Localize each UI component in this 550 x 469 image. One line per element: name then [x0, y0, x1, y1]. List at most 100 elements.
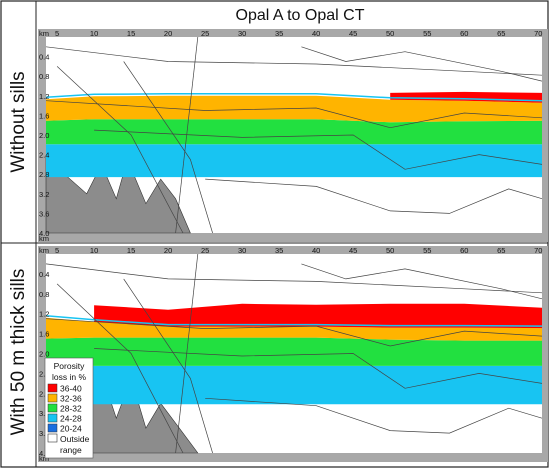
y-unit-label: km: [39, 234, 49, 243]
row-label-without-sills: Without sills: [8, 71, 29, 172]
y-tick-label: 2.0: [39, 131, 49, 140]
horizon-line: [94, 348, 543, 389]
y-tick-label: 0.4: [39, 270, 49, 279]
legend-label: 20-24: [60, 424, 82, 434]
x-tick-label: 15: [127, 29, 135, 38]
row-label-with-sills: With 50 m thick sills: [8, 269, 29, 436]
horizon-line: [205, 397, 543, 434]
y-tick-label: 2.4: [39, 151, 49, 160]
x-tick-label: 35: [275, 246, 283, 255]
x-tick-label: 10: [90, 29, 98, 38]
legend-swatch-outside: [47, 433, 58, 443]
panel-without-sills: 5 10 15 20 25 30 35 40 45 50 55 60 65 70 km 0.4 0.8 1.2 1.…: [38, 29, 548, 243]
x-tick-label: 30: [238, 29, 246, 38]
horizon-line: [205, 178, 543, 214]
legend-title-line1: Porosity: [54, 361, 85, 371]
y-tick-label: 0.8: [39, 290, 49, 299]
y-tick-label: 1.6: [39, 111, 49, 120]
y-tick-label: 3.6: [39, 429, 49, 438]
y-tick-label: 4.0: [39, 229, 49, 238]
horizon-line: [123, 278, 213, 454]
y-tick-label: 0.4: [39, 53, 49, 62]
legend-title-line2: loss in %: [52, 372, 86, 382]
band-32-36: [46, 95, 542, 123]
x-tick-label: 60: [460, 246, 468, 255]
x-tick-label: 5: [55, 29, 59, 38]
basement-wedge: [45, 156, 191, 234]
legend-label-outside-line2: range: [60, 445, 82, 455]
legend-label: 32-36: [60, 394, 82, 404]
x-tick-label: 50: [386, 29, 394, 38]
x-tick-label: 20: [164, 29, 172, 38]
x-tick-label: 55: [423, 29, 431, 38]
band-28-32: [46, 119, 542, 145]
x-unit-label: km: [39, 246, 49, 255]
legend-swatch: [47, 383, 58, 393]
horizon-line: [45, 100, 543, 129]
y-tick-label: 0.8: [39, 72, 49, 81]
x-tick-label: 65: [497, 29, 505, 38]
band-24-28: [46, 144, 542, 178]
x-tick-label: 50: [386, 246, 394, 255]
band-rim: [45, 314, 543, 327]
y-tick-label: 1.6: [39, 330, 49, 339]
y-tick-label: 2.8: [39, 170, 49, 179]
x-tick-label: 40: [312, 29, 320, 38]
horizon-line: [123, 61, 213, 234]
band-36-40: [94, 303, 542, 329]
x-tick-label: 70: [534, 29, 542, 38]
legend-label: 36-40: [60, 384, 82, 394]
band-28-32: [46, 337, 542, 366]
legend-swatch: [47, 423, 58, 433]
legend-swatch: [47, 393, 58, 403]
figure-title: Opal A to Opal CT: [236, 7, 365, 24]
horizon-line: [45, 263, 543, 294]
band-32-36: [46, 317, 542, 341]
legend: Porosity loss in % 36-4032-3628-3224-282…: [44, 357, 94, 459]
horizon-line: [45, 46, 543, 76]
y-tick-label: 1.2: [39, 310, 49, 319]
legend-swatch: [47, 403, 58, 413]
x-tick-label: 30: [238, 246, 246, 255]
y-tick-label: 3.6: [39, 209, 49, 218]
legend-label-outside-line1: Outside: [60, 434, 90, 444]
legend-swatch: [47, 413, 58, 423]
horizon-line: [56, 283, 184, 454]
x-tick-label: 65: [497, 246, 505, 255]
horizon-line: [45, 318, 543, 347]
y-tick-label: 2.8: [39, 389, 49, 398]
y-tick-label: 4.0: [39, 449, 49, 458]
horizon-line: [175, 36, 199, 234]
horizon-line: [301, 263, 543, 300]
legend-label: 28-32: [60, 404, 82, 414]
horizon-line: [301, 46, 543, 82]
y-unit-label: km: [39, 454, 49, 463]
band-24-28: [46, 365, 542, 405]
x-tick-label: 45: [349, 29, 357, 38]
x-tick-label: 60: [460, 29, 468, 38]
x-tick-label: 20: [164, 246, 172, 255]
horizon-line: [94, 129, 543, 170]
x-tick-label: 45: [349, 246, 357, 255]
y-tick-label: 3.2: [39, 409, 49, 418]
x-unit-label: km: [39, 29, 49, 38]
x-tick-label: 25: [201, 29, 209, 38]
horizon-line: [56, 66, 184, 234]
panel-with-sills: 5 10 15 20 25 30 35 40 45 50 55 60 65 70 km 0.4 0.8 1.2 1.…: [38, 246, 548, 463]
y-tick-label: 2.0: [39, 350, 49, 359]
x-tick-label: 70: [534, 246, 542, 255]
y-tick-label: 2.4: [39, 369, 49, 378]
x-tick-label: 25: [201, 246, 209, 255]
horizon-line: [175, 253, 199, 454]
y-tick-label: 3.2: [39, 190, 49, 199]
x-tick-label: 10: [90, 246, 98, 255]
x-tick-label: 15: [127, 246, 135, 255]
x-tick-label: 35: [275, 29, 283, 38]
x-tick-label: 55: [423, 246, 431, 255]
legend-label: 24-28: [60, 414, 82, 424]
band-rim: [45, 93, 543, 102]
y-tick-label: 1.2: [39, 92, 49, 101]
x-tick-label: 40: [312, 246, 320, 255]
